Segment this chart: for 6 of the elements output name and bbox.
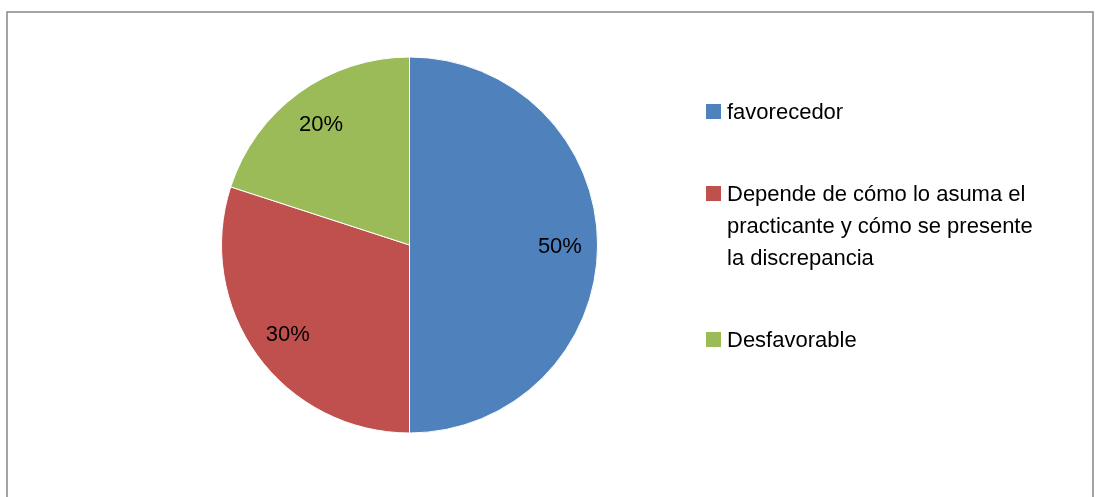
data-label: 20% [299, 111, 344, 137]
data-label: 50% [537, 232, 582, 258]
data-label: 30% [265, 321, 310, 347]
legend-label: favorecedor [727, 99, 844, 124]
legend-label: Depende de cómo lo asuma el practicante y cómo se presente la discrepancia [727, 181, 1033, 270]
legend-label: Desfavorable [727, 327, 857, 352]
